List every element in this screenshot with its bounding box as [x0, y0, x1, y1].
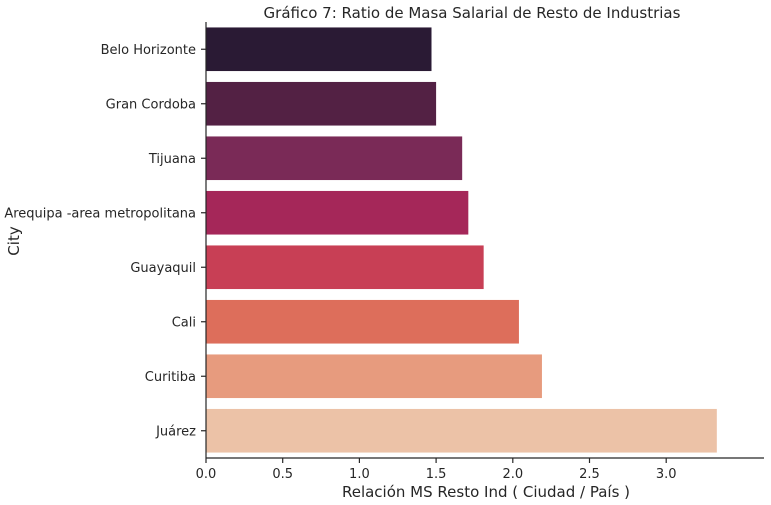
- bar-4: [206, 245, 484, 290]
- chart-title: Gráfico 7: Ratio de Masa Salarial de Res…: [264, 4, 681, 22]
- bar-3: [206, 190, 469, 235]
- y-tick-label: Arequipa -area metropolitana: [4, 206, 196, 221]
- bar-7: [206, 408, 717, 453]
- y-axis-title: City: [5, 226, 23, 256]
- x-tick-label: 0.5: [272, 467, 293, 482]
- x-tick-label: 0.0: [196, 467, 217, 482]
- y-tick-label: Guayaquil: [130, 261, 196, 276]
- bars-group: [206, 27, 717, 453]
- x-tick-label: 2.5: [579, 467, 600, 482]
- y-tick-label: Curitiba: [145, 370, 196, 385]
- x-tick-label: 1.0: [349, 467, 370, 482]
- x-ticks: 0.0 0.5 1.0 1.5 2.0 2.5 3.0: [196, 458, 677, 482]
- x-tick-label: 3.0: [656, 467, 677, 482]
- x-tick-label: 1.5: [426, 467, 447, 482]
- y-tick-label: Belo Horizonte: [101, 43, 196, 58]
- x-axis-title: Relación MS Resto Ind ( Ciudad / País ): [342, 483, 630, 501]
- bar-6: [206, 354, 542, 399]
- y-tick-label: Gran Cordoba: [106, 97, 196, 112]
- x-tick-label: 2.0: [502, 467, 523, 482]
- y-tick-label: Juárez: [155, 424, 196, 439]
- y-tick-label: Tijuana: [148, 152, 196, 167]
- bar-1: [206, 81, 437, 126]
- y-tick-label: Cali: [172, 315, 196, 330]
- bar-2: [206, 136, 463, 181]
- bar-5: [206, 299, 519, 344]
- bar-0: [206, 27, 432, 72]
- y-tick-labels: Belo Horizonte Gran Cordoba Tijuana Arequip…: [4, 43, 206, 439]
